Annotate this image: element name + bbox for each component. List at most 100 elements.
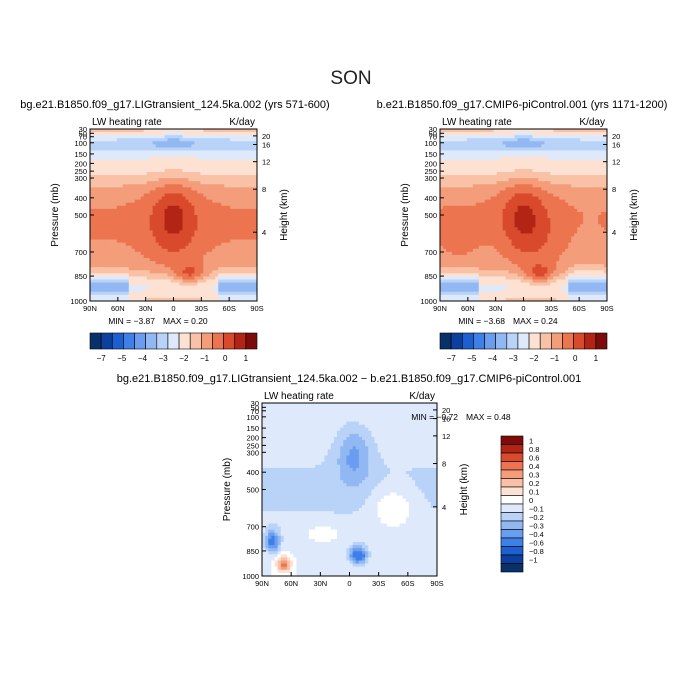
heatmap-cell xyxy=(535,141,539,145)
heatmap-cell xyxy=(553,178,557,182)
heatmap-cell xyxy=(580,162,584,167)
heatmap-cell xyxy=(206,294,210,299)
heatmap-cell xyxy=(463,187,468,191)
heatmap-cell xyxy=(140,273,145,277)
heatmap-cell xyxy=(191,221,195,225)
heatmap-cell xyxy=(556,172,560,176)
heatmap-cell xyxy=(571,150,575,154)
heatmap-cell xyxy=(529,144,533,148)
heatmap-cell xyxy=(565,156,569,161)
heatmap-cell xyxy=(116,162,121,167)
heatmap-cell xyxy=(227,175,231,179)
heatmap-cell xyxy=(119,218,124,222)
heatmap-cell xyxy=(146,230,151,234)
heatmap-cell xyxy=(149,205,154,210)
heatmap-cell xyxy=(146,224,151,228)
heatmap-cell xyxy=(137,181,142,185)
heatmap-cell xyxy=(122,172,127,176)
heatmap-cell xyxy=(254,181,258,185)
heatmap-cell xyxy=(185,230,189,234)
heatmap-cell xyxy=(122,254,127,259)
heatmap-cell xyxy=(209,208,213,213)
heatmap-cell xyxy=(179,181,183,185)
heatmap-cell xyxy=(191,279,195,283)
heatmap-cell xyxy=(164,165,168,170)
heatmap-cell xyxy=(242,221,246,225)
heatmap-cell xyxy=(448,159,453,164)
heatmap-cell xyxy=(532,159,536,164)
heatmap-cell xyxy=(538,190,542,194)
heatmap-cell xyxy=(544,205,548,210)
heatmap-cell xyxy=(239,218,243,222)
heatmap-cell xyxy=(110,254,115,259)
heatmap-cell xyxy=(143,138,148,142)
heatmap-cell xyxy=(559,211,563,216)
heatmap-cell xyxy=(176,224,180,228)
heatmap-cell xyxy=(254,202,258,207)
heatmap-cell xyxy=(221,141,225,145)
heatmap-cell xyxy=(140,211,145,216)
heatmap-cell xyxy=(128,270,133,274)
heatmap-cell xyxy=(580,187,584,191)
heatmap-cell xyxy=(104,181,109,185)
heatmap-cell xyxy=(200,254,204,259)
heatmap-cell xyxy=(529,150,533,154)
heatmap-cell xyxy=(104,248,109,253)
heatmap-cell xyxy=(601,135,605,139)
heatmap-cell xyxy=(200,236,204,240)
heatmap-cell xyxy=(568,205,572,210)
heatmap-cell xyxy=(158,184,162,188)
heatmap-cell xyxy=(541,159,545,164)
heatmap-cell xyxy=(532,162,536,167)
heatmap-cell xyxy=(197,178,201,182)
heatmap-cell xyxy=(571,172,575,176)
heatmap-cell xyxy=(508,162,512,167)
heatmap-cell xyxy=(254,236,258,240)
heatmap-cell xyxy=(502,162,507,167)
heatmap-cell xyxy=(484,196,489,201)
heatmap-cell xyxy=(595,190,599,194)
heatmap-cell xyxy=(122,221,127,225)
heatmap-cell xyxy=(508,159,512,164)
heatmap-cell xyxy=(218,199,222,204)
heatmap-cell xyxy=(161,273,165,277)
heatmap-cell xyxy=(245,153,249,158)
heatmap-cell xyxy=(110,159,115,164)
heatmap-cell xyxy=(194,193,198,197)
heatmap-cell xyxy=(505,187,509,191)
heatmap-cell xyxy=(107,190,112,194)
heatmap-cell xyxy=(230,175,234,179)
heatmap-cell xyxy=(224,230,228,234)
heatmap-cell xyxy=(574,165,578,170)
heatmap-cell xyxy=(182,218,186,222)
heatmap-cell xyxy=(487,181,492,185)
heatmap-cell xyxy=(90,236,94,240)
heatmap-cell xyxy=(586,138,590,142)
heatmap-cell xyxy=(119,187,124,191)
heatmap-cell xyxy=(170,254,174,259)
heatmap-cell xyxy=(191,162,195,167)
heatmap-cell xyxy=(137,147,142,151)
heatmap-cell xyxy=(242,162,246,167)
heatmap-cell xyxy=(122,193,127,197)
heatmap-cell xyxy=(553,153,557,158)
heatmap-cell xyxy=(176,175,180,179)
heatmap-cell xyxy=(182,147,186,151)
heatmap-cell xyxy=(194,175,198,179)
heatmap-cell xyxy=(116,282,121,287)
heatmap-cell xyxy=(499,172,504,176)
heatmap-cell xyxy=(173,276,177,280)
heatmap-cell xyxy=(161,236,165,240)
heatmap-cell xyxy=(119,181,124,185)
heatmap-cell xyxy=(490,218,495,222)
heatmap-cell xyxy=(188,291,192,296)
heatmap-cell xyxy=(445,168,450,173)
heatmap-cell xyxy=(215,221,219,225)
heatmap-cell xyxy=(170,264,174,268)
heatmap-cell xyxy=(113,178,118,182)
heatmap-cell xyxy=(218,184,222,188)
heatmap-cell xyxy=(248,230,252,234)
heatmap-cell xyxy=(532,190,536,194)
heatmap-cell xyxy=(134,291,139,296)
heatmap-cell xyxy=(173,239,177,244)
